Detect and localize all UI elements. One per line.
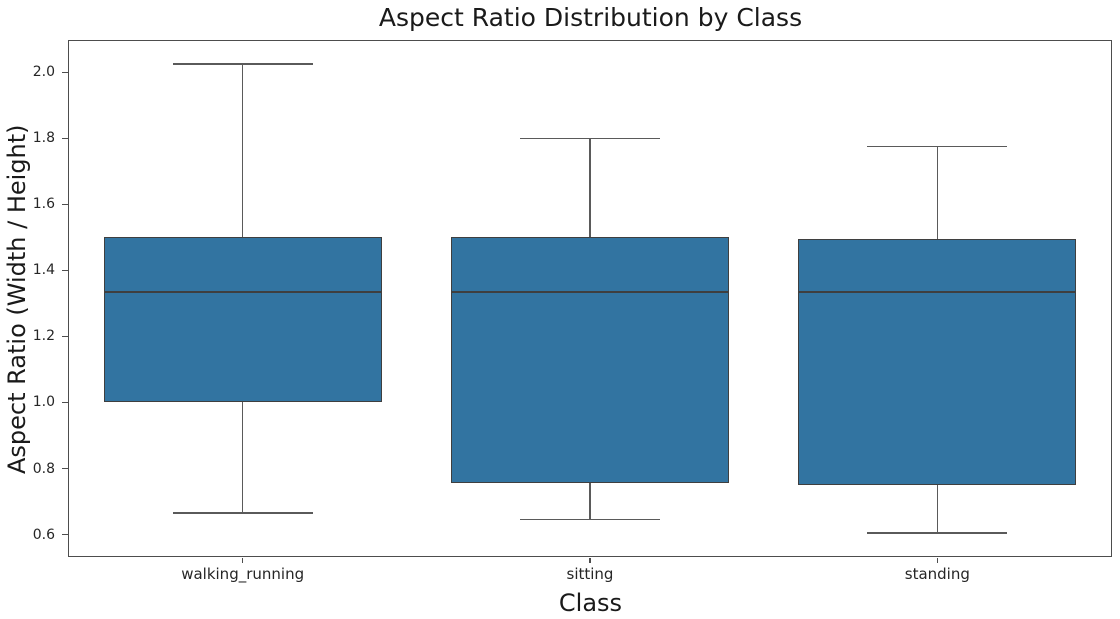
y-tick-mark — [61, 335, 68, 338]
y-tick-mark — [61, 137, 68, 140]
y-tick-label: 1.8 — [32, 130, 55, 147]
y-tick-mark — [61, 203, 68, 206]
y-tick-label: 2.0 — [32, 64, 55, 81]
y-axis-label: Aspect Ratio (Width / Height) — [3, 124, 31, 474]
whisker-stem-lower — [936, 485, 939, 533]
x-tick-mark — [936, 557, 939, 563]
whisker-cap-lower — [867, 532, 1008, 534]
whisker-stem-upper — [589, 138, 591, 238]
y-tick-mark — [61, 71, 68, 74]
y-tick-label: 1.2 — [32, 328, 55, 345]
y-tick-label: 1.6 — [32, 196, 55, 213]
median-line-walking_running — [103, 291, 382, 293]
box-standing — [798, 239, 1077, 485]
y-tick-label: 1.4 — [32, 262, 55, 279]
y-tick-mark — [61, 533, 68, 536]
whisker-stem-upper — [241, 64, 244, 238]
x-tick-mark — [241, 557, 244, 563]
x-tick-label-standing: standing — [904, 565, 970, 583]
whisker-stem-lower — [589, 483, 591, 520]
whisker-stem-lower — [241, 402, 244, 514]
y-tick-mark — [61, 467, 68, 470]
box-sitting — [451, 237, 729, 484]
median-line-sitting — [451, 291, 729, 293]
box-walking_running — [103, 237, 382, 403]
y-tick-label: 0.6 — [32, 526, 55, 543]
y-tick-mark — [61, 401, 68, 404]
whisker-cap-lower — [172, 512, 313, 514]
chart-title: Aspect Ratio Distribution by Class — [378, 3, 803, 32]
y-tick-mark — [61, 269, 68, 272]
x-axis-label: Class — [558, 589, 623, 617]
whisker-cap-upper — [172, 63, 313, 65]
whisker-stem-upper — [936, 146, 939, 240]
median-line-standing — [798, 291, 1077, 293]
y-tick-label: 0.8 — [32, 460, 55, 477]
x-tick-label-sitting: sitting — [566, 565, 614, 583]
whisker-cap-upper — [867, 145, 1008, 148]
plot-area: 0.6 0.8 1.0 1.2 1.4 1.6 1.8 2.0 walking_running s… — [33, 40, 1112, 582]
x-tick-label-walking_running: walking_running — [181, 565, 305, 583]
whisker-cap-lower — [520, 518, 660, 521]
y-tick-label: 1.0 — [32, 394, 55, 411]
whisker-cap-upper — [520, 137, 660, 140]
x-tick-mark — [589, 557, 591, 563]
